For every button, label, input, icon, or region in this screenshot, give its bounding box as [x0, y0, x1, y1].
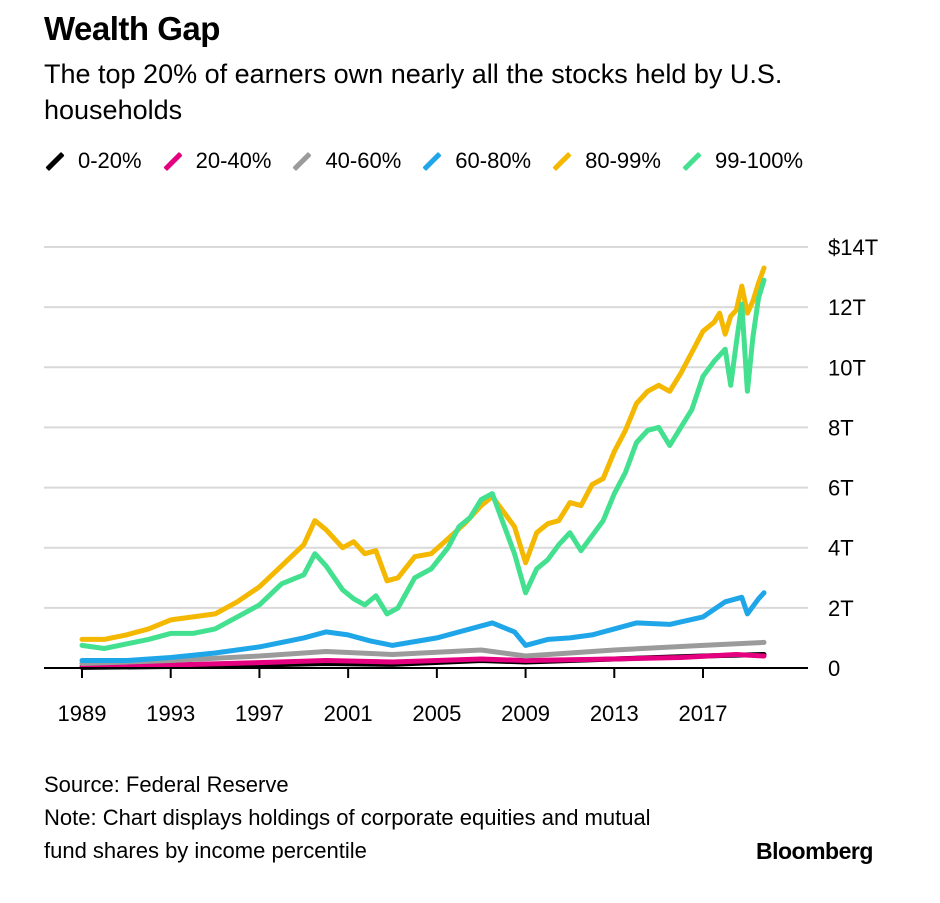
source-note: Source: Federal Reserve: [44, 772, 289, 797]
legend-item-60-80%: 60-80%: [421, 143, 531, 179]
legend-swatch: [422, 151, 442, 171]
legend-item-99-100%: 99-100%: [681, 143, 803, 179]
series-line-20-40%: [79, 652, 767, 669]
series-line-80-99%: [79, 265, 767, 642]
y-tick-label: $14T: [828, 235, 878, 260]
legend-label: 99-100%: [714, 148, 804, 173]
gridlines: [44, 246, 808, 609]
bloomberg-logo: Bloomberg: [756, 838, 873, 864]
y-tick-label: 12T: [828, 295, 866, 320]
legend-swatch: [45, 151, 65, 171]
x-tick-label: 1993: [146, 701, 195, 726]
x-tick-label: 2013: [590, 701, 639, 726]
legend-swatch: [682, 151, 702, 171]
x-tick-label: 2001: [324, 701, 373, 726]
y-tick-label: 2T: [828, 596, 854, 621]
y-tick-label: 6T: [828, 476, 854, 501]
legend-swatch: [552, 151, 572, 171]
line-chart: 0 2T 4T 6T 8T 10T 12T $14T 1989 1993 1997 2001 2005…: [44, 235, 878, 726]
chart-note: Note: Chart displays holdings of corpora…: [44, 805, 651, 863]
x-tick-label: 2009: [501, 701, 550, 726]
chart-subtitle: The top 20% of earners own nearly all th…: [44, 59, 783, 125]
series-lines: [79, 265, 767, 670]
legend-label: 0-20%: [78, 148, 142, 173]
y-tick-label: 4T: [828, 536, 854, 561]
series-line-60-80%: [79, 590, 767, 663]
x-tick-label: 2017: [679, 701, 728, 726]
legend: 0-20% 20-40% 40-60% 60-80% 80-99% 99-100%: [44, 143, 904, 179]
footer: Source: Federal Reserve Note: Chart disp…: [44, 768, 684, 867]
legend-label: 80-99%: [585, 148, 661, 173]
legend-item-40-60%: 40-60%: [291, 143, 401, 179]
legend-label: 20-40%: [195, 148, 272, 173]
legend-item-20-40%: 20-40%: [162, 143, 272, 179]
legend-item-0-20%: 0-20%: [44, 143, 142, 179]
y-tick-label: 0: [828, 656, 840, 681]
series-line-40-60%: [79, 639, 767, 666]
series-line-99-100%: [79, 277, 767, 651]
legend-swatch: [292, 151, 312, 171]
x-tick-label: 1997: [235, 701, 284, 726]
legend-label: 40-60%: [325, 148, 402, 173]
x-tick-label: 2005: [412, 701, 461, 726]
legend-item-80-99%: 80-99%: [551, 143, 661, 179]
legend-label: 60-80%: [455, 148, 532, 173]
y-tick-label: 8T: [828, 415, 854, 440]
x-axis-ticks: 1989 1993 1997 2001 2005 2009 2013 2017: [58, 668, 728, 726]
x-tick-label: 1989: [58, 701, 107, 726]
y-tick-label: 10T: [828, 355, 866, 380]
chart-title: Wealth Gap: [44, 10, 220, 47]
legend-swatch: [163, 151, 183, 171]
y-axis: 0 2T 4T 6T 8T 10T 12T $14T: [828, 235, 878, 681]
